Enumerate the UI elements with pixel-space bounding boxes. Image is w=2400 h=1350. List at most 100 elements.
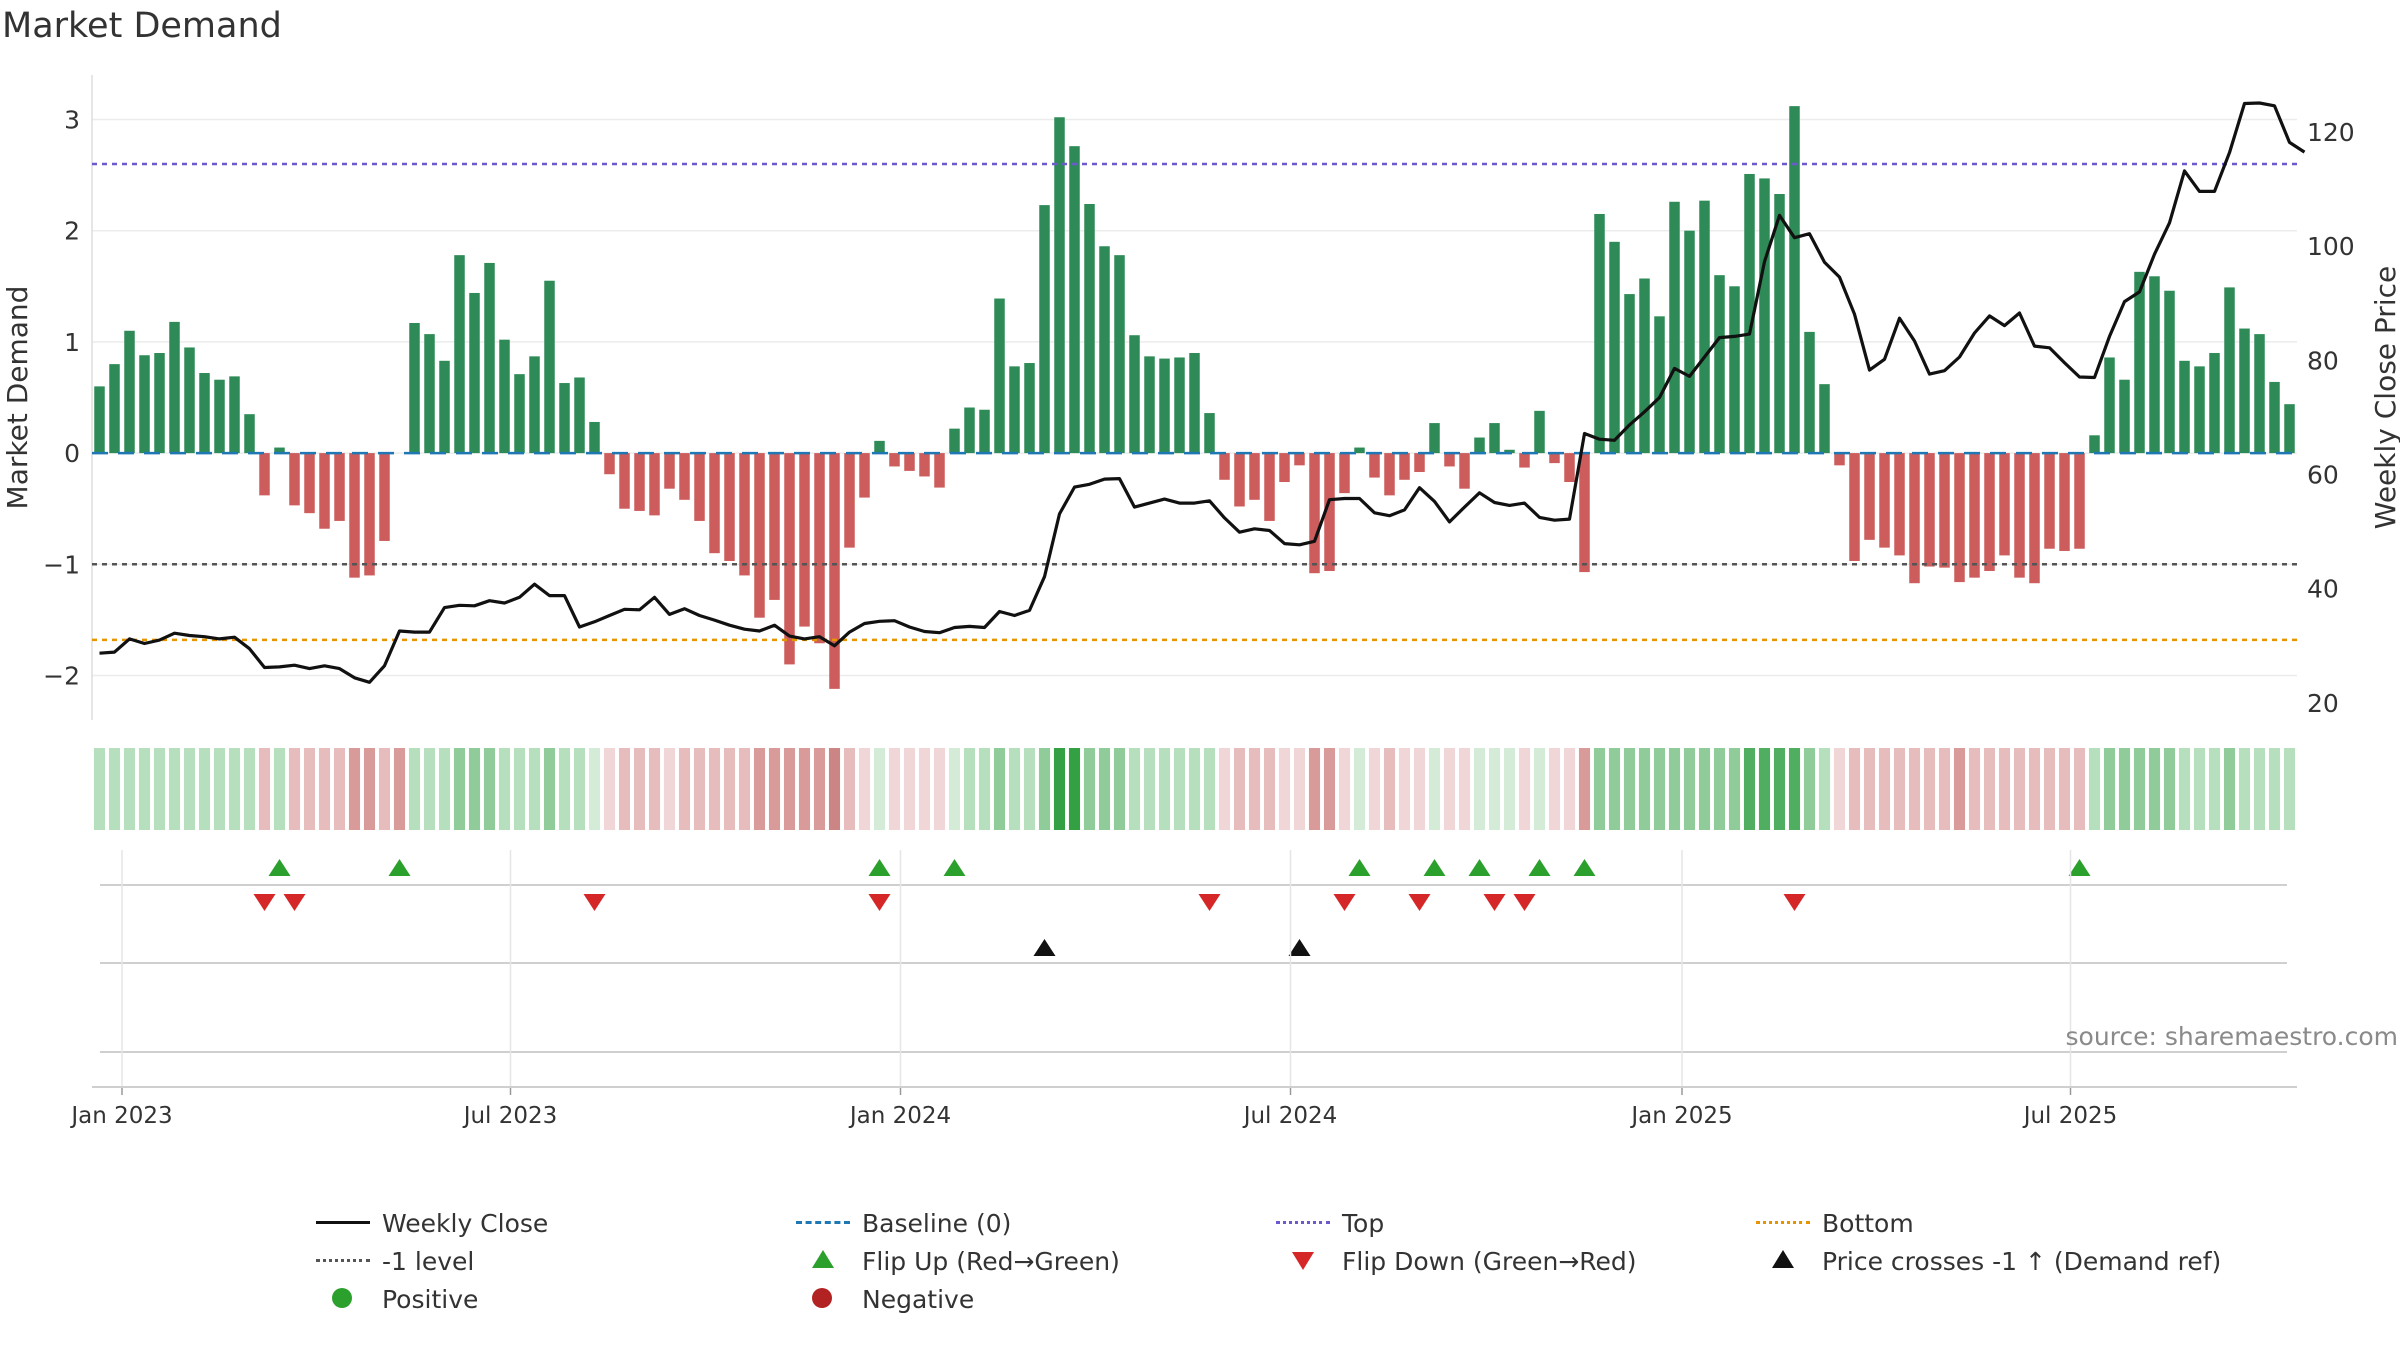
heat-cell [1683, 748, 1696, 830]
heat-cell [858, 748, 871, 830]
demand-bar [1654, 316, 1665, 454]
dotted-line-icon [1756, 1221, 1810, 1224]
heat-cell [1923, 748, 1936, 830]
heat-cell [603, 748, 616, 830]
demand-bar [2284, 404, 2295, 454]
flip-up-marker [1348, 859, 1371, 876]
demand-bar [214, 379, 225, 454]
solid-line-icon [316, 1221, 370, 1224]
heat-cell [1968, 748, 1981, 830]
flip-up-marker [2068, 859, 2091, 876]
flip-down-marker [868, 894, 891, 911]
demand-bar [1009, 366, 1020, 454]
demand-bar [2239, 328, 2250, 454]
heat-cell [1023, 748, 1036, 830]
heat-cell [1743, 748, 1756, 830]
heat-cell [678, 748, 691, 830]
flip-up-marker [388, 859, 411, 876]
demand-bar [259, 453, 270, 496]
demand-bar [1369, 453, 1380, 478]
axes: −2 −1 0 1 2 3 20 40 60 80 100 120 Market Demand Weekl… [1, 105, 2400, 717]
demand-bar [1174, 357, 1185, 454]
heat-cell [1113, 748, 1126, 830]
demand-bar [1339, 453, 1350, 494]
demand-bar [1129, 335, 1140, 454]
demand-bar [139, 355, 150, 454]
demand-bar [1264, 453, 1275, 521]
y-axis-title: Market Demand [1, 286, 34, 510]
heat-cell [2133, 748, 2146, 830]
legend-label: Bottom [1822, 1208, 1914, 1238]
heat-cell [738, 748, 751, 830]
heat-cell [138, 748, 151, 830]
demand-bar [1714, 275, 1725, 454]
demand-bar [2074, 453, 2085, 549]
heat-cell [633, 748, 646, 830]
demand-bar [199, 373, 210, 454]
flip-down-marker [1513, 894, 1536, 911]
heat-cell [2058, 748, 2071, 830]
flip-up-marker [1573, 859, 1596, 876]
demand-bar [1804, 331, 1815, 454]
flip-up-marker [268, 859, 291, 876]
heat-cell [378, 748, 391, 830]
legend-label: Flip Down (Green→Red) [1342, 1246, 1637, 1276]
y-tick-label: 2 [64, 217, 80, 246]
demand-bar [949, 428, 960, 454]
demand-bar [514, 374, 525, 454]
demand-bar [1099, 246, 1110, 454]
heat-cell [438, 748, 451, 830]
demand-bar [109, 364, 120, 454]
legend-top: Top [1270, 1205, 1384, 1241]
y-tick-label: 0 [64, 439, 80, 468]
heat-cell [828, 748, 841, 830]
demand-bar [964, 407, 975, 454]
heat-cell [1443, 748, 1456, 830]
heat-cell [1773, 748, 1786, 830]
heat-cell [1983, 748, 1996, 830]
demand-bar [1894, 453, 1905, 556]
demand-bar [2194, 366, 2205, 454]
demand-bar [1744, 173, 1755, 454]
heat-cell [693, 748, 706, 830]
heat-cell [558, 748, 571, 830]
demand-bar [754, 453, 765, 618]
demand-bar [709, 453, 720, 554]
demand-bar [469, 292, 480, 454]
flip-down-marker [283, 894, 306, 911]
legend-label: Positive [382, 1284, 479, 1314]
demand-bar [379, 453, 390, 541]
demand-bar [1519, 453, 1530, 468]
demand-bar [229, 376, 240, 454]
heat-cell [798, 748, 811, 830]
heat-cell [318, 748, 331, 830]
heat-cell [1368, 748, 1381, 830]
heat-cell [1818, 748, 1831, 830]
demand-bar [2029, 453, 2040, 584]
heat-cell [2148, 748, 2161, 830]
demand-bar [784, 453, 795, 665]
demand-bar [1789, 106, 1800, 454]
heat-cell [408, 748, 421, 830]
heat-cell [348, 748, 361, 830]
demand-bar [484, 262, 495, 454]
heat-cell [1998, 748, 2011, 830]
heat-cell [1533, 748, 1546, 830]
heat-cell [543, 748, 556, 830]
heat-cell [1653, 748, 1666, 830]
heat-cell [498, 748, 511, 830]
demand-bar [2059, 453, 2070, 551]
heat-cell [1878, 748, 1891, 830]
demand-bar [124, 330, 135, 454]
heat-cell [393, 748, 406, 830]
demand-bar [529, 356, 540, 454]
demand-bar [1234, 453, 1245, 507]
heat-cell [363, 748, 376, 830]
heat-cell [2223, 748, 2236, 830]
demand-bar [1054, 117, 1065, 454]
demand-bar [1309, 453, 1320, 574]
heat-cell [888, 748, 901, 830]
demand-heat-strip [93, 748, 2296, 830]
heat-cell [1563, 748, 1576, 830]
heat-cell [468, 748, 481, 830]
